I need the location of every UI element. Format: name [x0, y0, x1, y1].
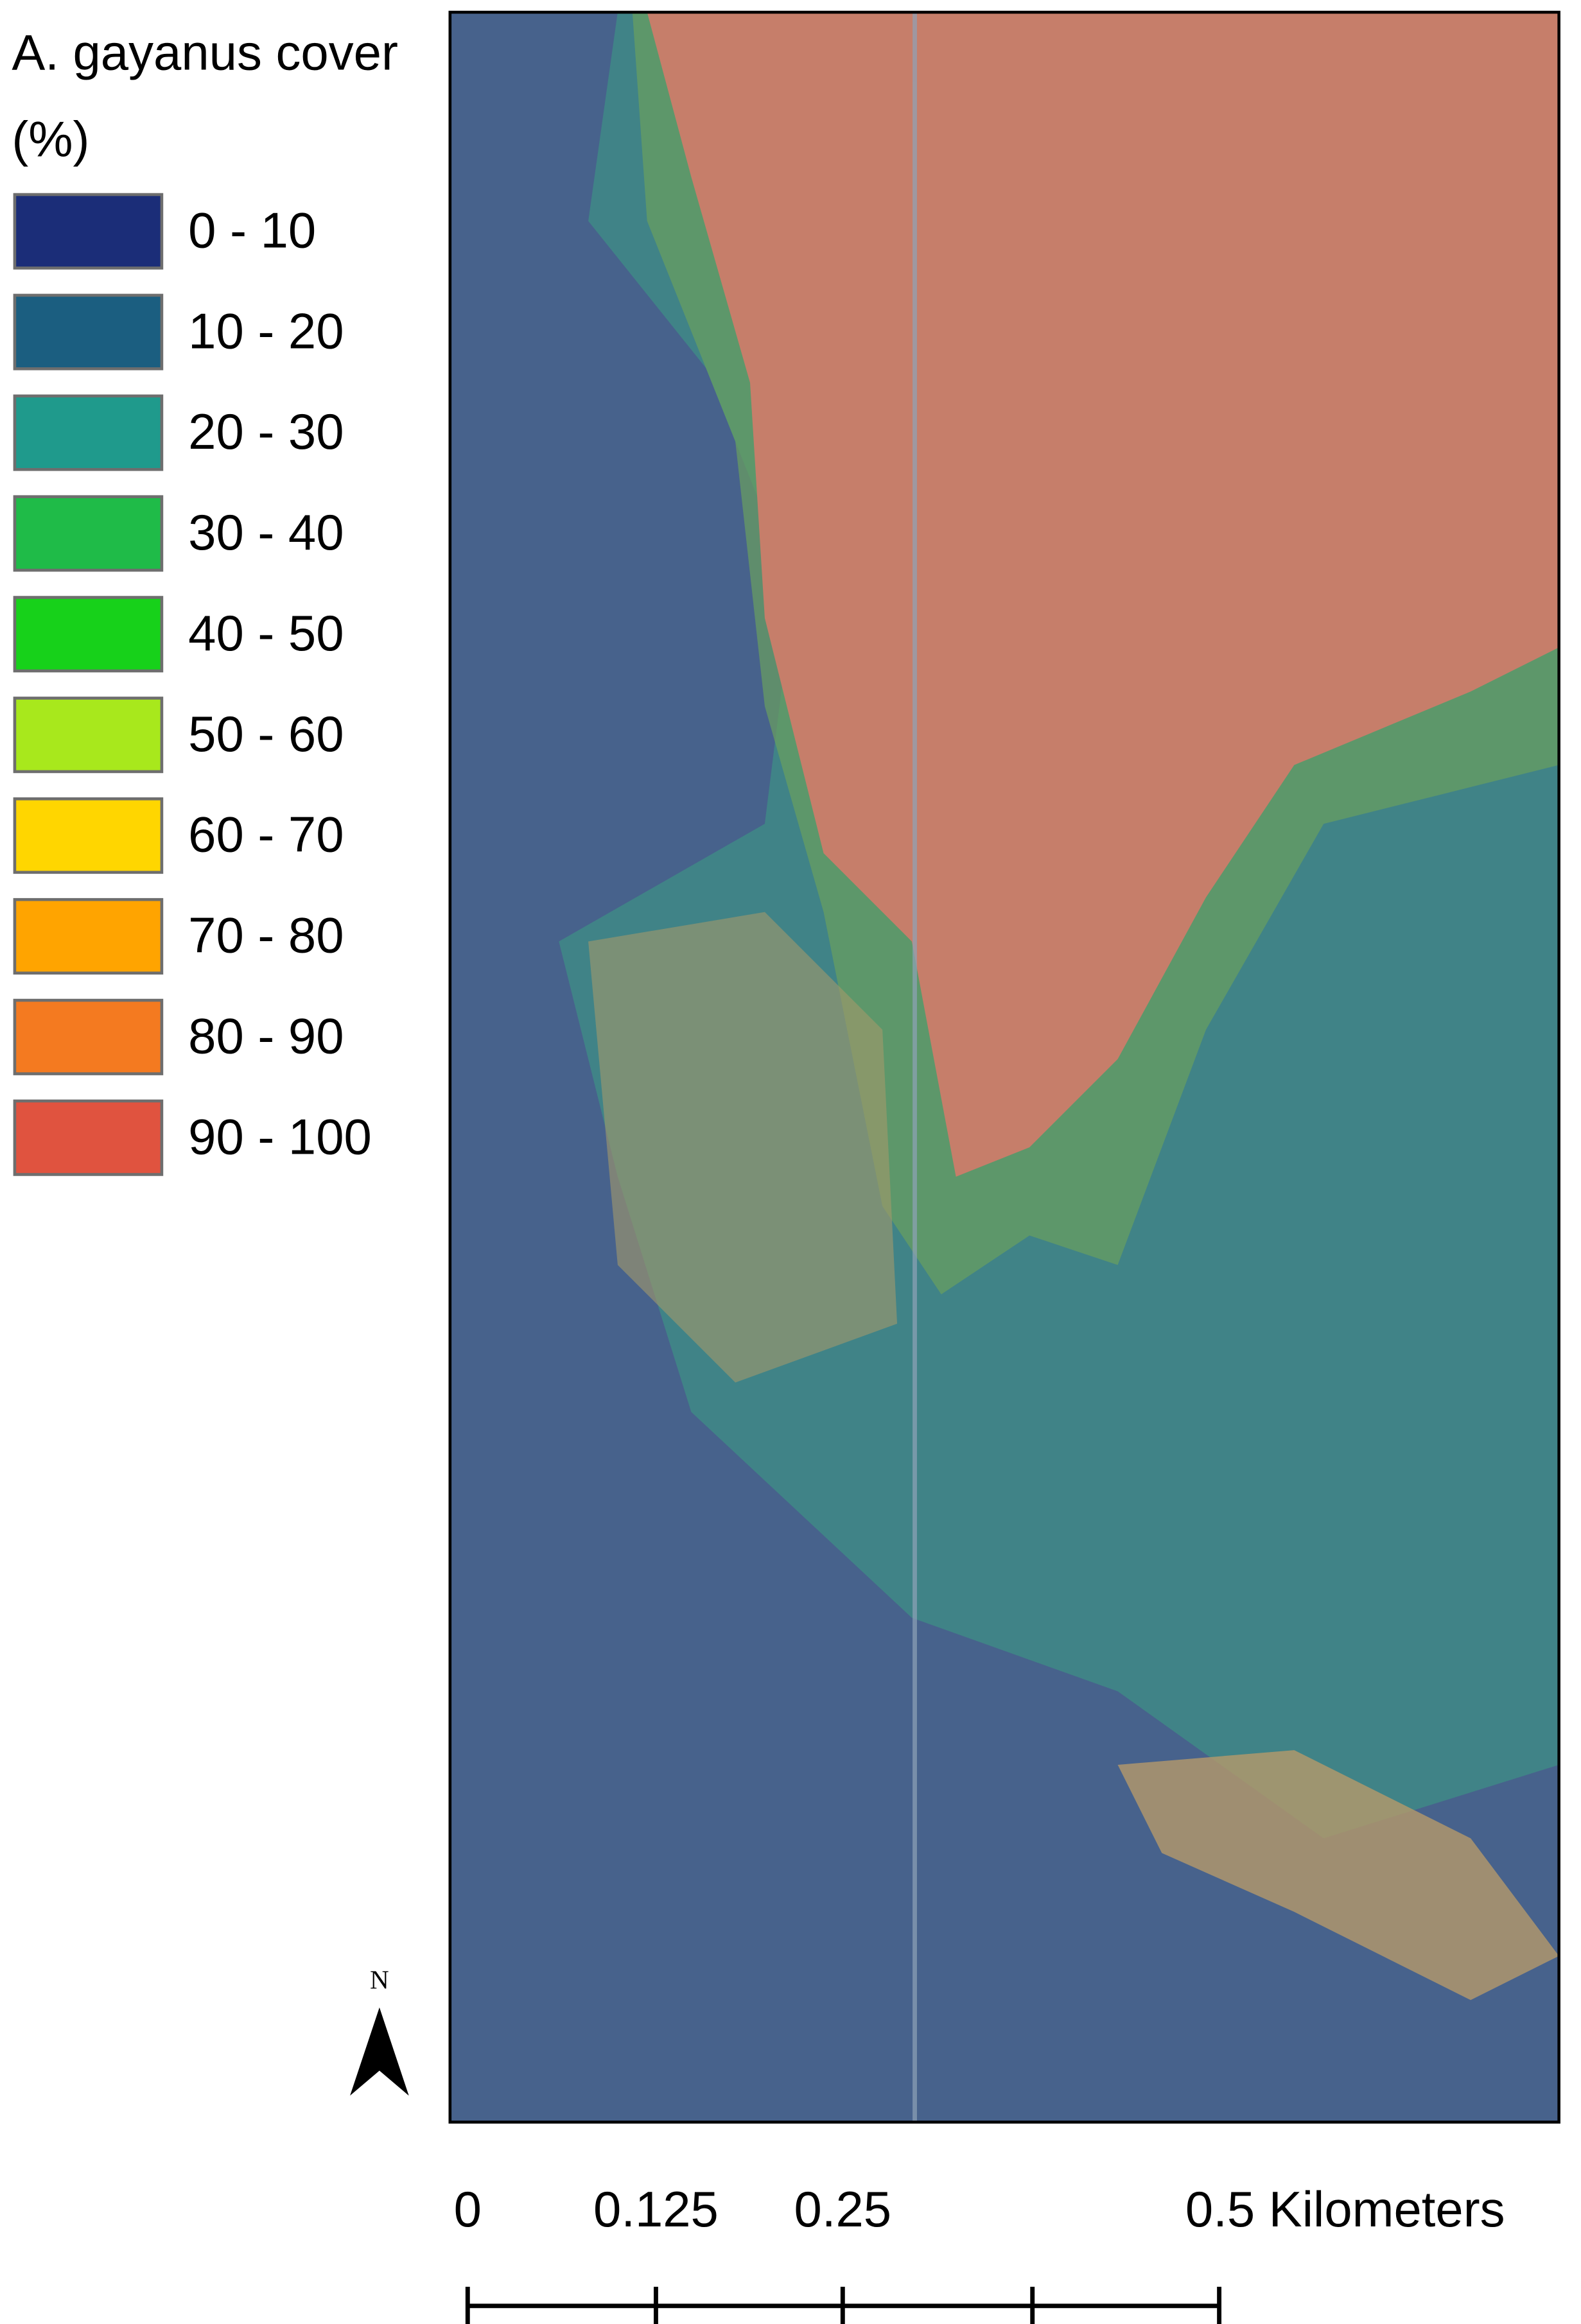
legend-swatch [13, 293, 164, 370]
raster-red-zone [647, 12, 1559, 1177]
legend-swatch [13, 596, 164, 673]
scale-label: 0.5 Kilometers [1185, 2182, 1505, 2237]
legend-swatch [13, 1099, 164, 1176]
legend-label: 20 - 30 [188, 404, 344, 460]
legend-label: 0 - 10 [188, 203, 316, 258]
legend-label: 50 - 60 [188, 707, 344, 762]
legend: 0 - 10 10 - 20 20 - 30 30 - 40 40 - 50 50 - 6… [13, 193, 372, 1176]
legend-label: 10 - 20 [188, 304, 344, 359]
scale-label: 0 [454, 2182, 482, 2237]
raster-orange-patch [1117, 1750, 1559, 2000]
legend-swatch [13, 998, 164, 1075]
legend-swatch [13, 394, 164, 471]
scale-label: 0.125 [593, 2182, 719, 2237]
map-raster [450, 12, 1559, 2122]
legend-title: A. gayanus cover [12, 25, 398, 80]
north-label: N [370, 1964, 389, 1994]
legend-label: 80 - 90 [188, 1009, 344, 1064]
legend-swatch [13, 898, 164, 975]
scale-bar: 0 0.125 0.25 0.5 Kilometers [454, 2182, 1505, 2324]
legend-label: 60 - 70 [188, 808, 344, 863]
legend-swatch [13, 495, 164, 572]
legend-label: 30 - 40 [188, 505, 344, 560]
legend-label: 90 - 100 [188, 1109, 372, 1165]
scale-label: 0.25 [794, 2182, 892, 2237]
legend-subtitle: (%) [12, 112, 89, 167]
legend-swatch [13, 193, 164, 270]
legend-swatch [13, 797, 164, 874]
legend-label: 40 - 50 [188, 606, 344, 661]
north-arrow [350, 2007, 409, 2096]
map-frame [448, 10, 1560, 2124]
legend-swatch [13, 697, 164, 774]
legend-label: 70 - 80 [188, 908, 344, 964]
raster-mixed-patch [588, 912, 898, 1383]
